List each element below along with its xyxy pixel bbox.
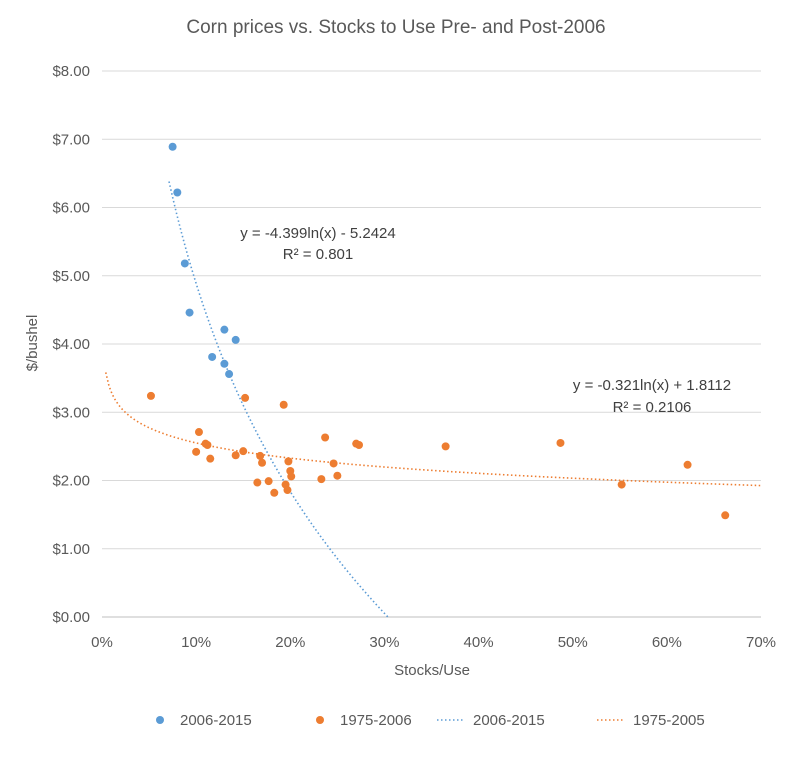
trendlines bbox=[104, 181, 762, 618]
data-point-2006-2015 bbox=[173, 188, 182, 197]
x-axis-label: Stocks/Use bbox=[394, 662, 470, 679]
data-point-1975-2006 bbox=[253, 478, 262, 487]
trendline-r2-2006-2015: R² = 0.801 bbox=[283, 246, 353, 263]
data-point-1975-2006 bbox=[264, 477, 273, 486]
legend: 2006-2015 1975-2006 2006-2015 1975-2005 bbox=[156, 712, 705, 729]
data-point-1975-2006 bbox=[617, 480, 626, 489]
x-tick-label: 30% bbox=[369, 634, 399, 651]
data-point-1975-2006 bbox=[192, 447, 201, 456]
data-point-1975-2006 bbox=[321, 433, 330, 442]
data-point-1975-2006 bbox=[239, 447, 248, 456]
data-point-2006-2015 bbox=[168, 142, 177, 151]
x-tick-label: 0% bbox=[91, 634, 113, 651]
data-point-1975-2006 bbox=[146, 391, 155, 400]
data-point-1975-2006 bbox=[441, 442, 450, 451]
x-tick-label: 40% bbox=[464, 634, 494, 651]
data-points bbox=[146, 142, 730, 520]
data-point-1975-2006 bbox=[241, 393, 250, 402]
legend-label-1975-2005: 1975-2005 bbox=[633, 712, 705, 729]
y-tick-label: $8.00 bbox=[52, 63, 90, 80]
trendline-1975-2005 bbox=[104, 372, 762, 487]
x-tick-labels: 0% 10% 20% 30% 40% 50% 60% 70% bbox=[91, 634, 776, 651]
data-point-1975-2006 bbox=[206, 454, 215, 463]
data-point-2006-2015 bbox=[225, 370, 234, 379]
data-point-2006-2015 bbox=[185, 308, 194, 317]
trendline-equation-2006-2015: y = -4.399ln(x) - 5.2424 bbox=[240, 225, 396, 242]
data-point-1975-2006 bbox=[317, 475, 326, 484]
trendline-equations: y = -4.399ln(x) - 5.2424 R² = 0.801 y = … bbox=[240, 225, 731, 416]
data-point-2006-2015 bbox=[180, 259, 189, 268]
x-tick-label: 20% bbox=[275, 634, 305, 651]
x-tick-label: 10% bbox=[181, 634, 211, 651]
data-point-1975-2006 bbox=[194, 428, 203, 437]
legend-label-1975-2006: 1975-2006 bbox=[340, 712, 412, 729]
data-point-2006-2015 bbox=[231, 335, 240, 344]
trendline-2006-2015 bbox=[168, 181, 389, 618]
y-tick-label: $1.00 bbox=[52, 541, 90, 558]
data-point-1975-2006 bbox=[279, 400, 288, 409]
data-point-1975-2006 bbox=[329, 459, 338, 468]
data-point-1975-2006 bbox=[721, 511, 730, 520]
trendline-r2-1975-2005: R² = 0.2106 bbox=[613, 399, 692, 416]
y-tick-label: $5.00 bbox=[52, 268, 90, 285]
data-point-1975-2006 bbox=[283, 486, 292, 495]
legend-marker-1975-2006 bbox=[316, 716, 324, 724]
legend-label-2006-2015: 2006-2015 bbox=[180, 712, 252, 729]
data-point-1975-2006 bbox=[333, 471, 342, 480]
y-tick-label: $2.00 bbox=[52, 473, 90, 490]
data-point-1975-2006 bbox=[258, 458, 267, 467]
chart-title: Corn prices vs. Stocks to Use Pre- and P… bbox=[186, 17, 605, 38]
gridlines bbox=[102, 70, 761, 618]
data-point-1975-2006 bbox=[256, 451, 265, 460]
x-tick-label: 70% bbox=[746, 634, 776, 651]
trendline-equation-1975-2005: y = -0.321ln(x) + 1.8112 bbox=[573, 377, 731, 394]
data-point-1975-2006 bbox=[355, 441, 364, 450]
y-tick-label: $7.00 bbox=[52, 131, 90, 148]
y-axis-label: $/bushel bbox=[24, 315, 41, 372]
y-tick-label: $0.00 bbox=[52, 609, 90, 626]
data-point-1975-2006 bbox=[203, 441, 212, 450]
y-tick-label: $4.00 bbox=[52, 336, 90, 353]
legend-label-2006-2015: 2006-2015 bbox=[473, 712, 545, 729]
data-point-2006-2015 bbox=[220, 325, 229, 334]
data-point-1975-2006 bbox=[287, 472, 296, 481]
data-point-2006-2015 bbox=[220, 359, 229, 368]
legend-marker-2006-2015 bbox=[156, 716, 164, 724]
data-point-1975-2006 bbox=[556, 438, 565, 447]
x-tick-label: 60% bbox=[652, 634, 682, 651]
y-tick-label: $6.00 bbox=[52, 200, 90, 217]
data-point-1975-2006 bbox=[683, 460, 692, 469]
data-point-1975-2006 bbox=[284, 457, 293, 466]
data-point-1975-2006 bbox=[270, 488, 279, 497]
y-tick-label: $3.00 bbox=[52, 404, 90, 421]
data-point-1975-2006 bbox=[231, 451, 240, 460]
y-tick-labels: $0.00 $1.00 $2.00 $3.00 $4.00 $5.00 $6.00 $7.00… bbox=[52, 63, 90, 626]
data-point-2006-2015 bbox=[208, 352, 217, 361]
x-tick-label: 50% bbox=[558, 634, 588, 651]
